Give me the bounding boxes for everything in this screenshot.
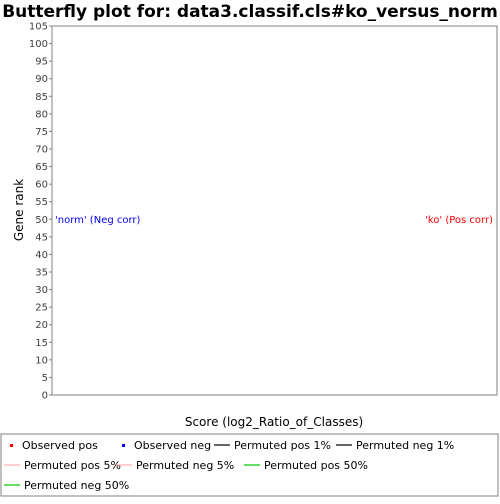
legend-label: Observed neg bbox=[134, 439, 211, 452]
legend-label: Permuted pos 1% bbox=[234, 439, 331, 452]
chart-title: Butterfly plot for: data3.classif.cls#ko… bbox=[2, 2, 498, 22]
y-tick-label: 35 bbox=[35, 268, 48, 279]
y-tick-label: 60 bbox=[35, 180, 48, 191]
y-tick-label: 10 bbox=[35, 355, 48, 366]
y-tick-label: 15 bbox=[35, 338, 48, 349]
y-axis-label: Gene rank bbox=[12, 179, 26, 241]
annotation-neg-corr: 'norm' (Neg corr) bbox=[55, 215, 141, 226]
y-tick-label: 70 bbox=[35, 145, 48, 156]
legend-marker-square bbox=[122, 444, 125, 447]
y-tick-label: 45 bbox=[35, 232, 48, 243]
plot-area-frame bbox=[51, 25, 498, 396]
y-tick-label: 20 bbox=[35, 320, 48, 331]
y-tick-label: 95 bbox=[35, 57, 48, 68]
y-tick-label: 25 bbox=[35, 303, 48, 314]
y-tick-label: 0 bbox=[42, 391, 48, 402]
y-tick-label: 105 bbox=[29, 22, 48, 33]
legend-label: Permuted pos 50% bbox=[264, 459, 368, 472]
legend-label: Permuted pos 5% bbox=[24, 459, 121, 472]
y-tick-label: 90 bbox=[35, 74, 48, 85]
y-tick-label: 55 bbox=[35, 197, 48, 208]
legend-label: Permuted neg 1% bbox=[356, 439, 454, 452]
y-tick-label: 80 bbox=[35, 109, 48, 120]
y-tick-label: 5 bbox=[42, 373, 48, 384]
legend: Observed pos Observed neg Permuted pos 1% P… bbox=[4, 439, 454, 492]
y-tick-label: 85 bbox=[35, 92, 48, 103]
legend-label: Permuted neg 5% bbox=[136, 459, 234, 472]
y-tick-label: 30 bbox=[35, 285, 48, 296]
y-tick-label: 40 bbox=[35, 250, 48, 261]
chart-annotations: 'norm' (Neg corr) 'ko' (Pos corr) bbox=[55, 215, 493, 226]
legend-label: Permuted neg 50% bbox=[24, 479, 129, 492]
legend-marker-square bbox=[10, 444, 13, 447]
annotation-pos-corr: 'ko' (Pos corr) bbox=[425, 215, 493, 226]
x-axis-label: Score (log2_Ratio_of_Classes) bbox=[185, 415, 363, 429]
y-tick-label: 50 bbox=[35, 215, 48, 226]
y-tick-label: 65 bbox=[35, 162, 48, 173]
y-tick-label: 75 bbox=[35, 127, 48, 138]
y-tick-label: 100 bbox=[29, 39, 48, 50]
legend-label: Observed pos bbox=[22, 439, 98, 452]
y-axis-ticks: 0 5 10 15 20 25 30 35 40 45 50 55 60 65 70 75 80 85 90 95 10… bbox=[29, 22, 52, 402]
